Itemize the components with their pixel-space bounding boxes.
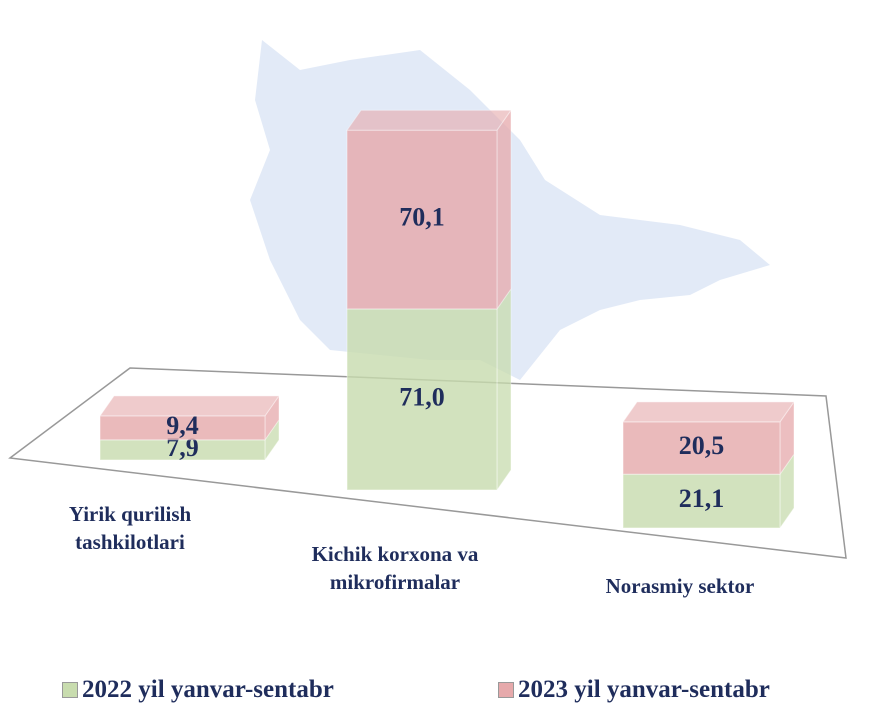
bar-top — [99, 395, 280, 417]
bars: 7,99,471,070,121,120,5 — [99, 108, 795, 530]
data-label: 21,1 — [679, 484, 725, 513]
bar-segment — [346, 287, 512, 492]
bar-front — [346, 129, 498, 310]
legend-label: 2023 yil yanvar-sentabr — [518, 676, 770, 703]
bar-segment — [622, 452, 795, 530]
legend-swatch — [62, 682, 78, 698]
bar-segment — [99, 418, 280, 462]
legend-item: 2023 yil yanvar-sentabr — [498, 676, 770, 704]
bar-top — [346, 109, 512, 131]
category-label: Yirik qurilish tashkilotlari — [68, 502, 192, 554]
bar-top — [622, 401, 795, 423]
bar-side — [496, 108, 512, 311]
category-label: Kichik korxona va mikrofirmalar — [311, 542, 479, 594]
bar-side — [496, 287, 512, 492]
bar-front — [346, 308, 498, 491]
legend-item: 2022 yil yanvar-sentabr — [62, 676, 334, 704]
bar-segment — [346, 108, 512, 311]
data-label: 20,5 — [679, 431, 725, 460]
floor — [8, 367, 847, 559]
bar-segment — [622, 400, 795, 476]
bar-front — [622, 473, 781, 529]
category-label: Norasmiy sektor — [605, 574, 755, 598]
data-label: 9,4 — [166, 411, 199, 440]
data-label: 71,0 — [399, 382, 445, 411]
bar-segment — [99, 394, 280, 442]
legend-label: 2022 yil yanvar-sentabr — [82, 676, 334, 703]
data-label: 70,1 — [399, 203, 445, 232]
legend-swatch — [498, 682, 514, 698]
